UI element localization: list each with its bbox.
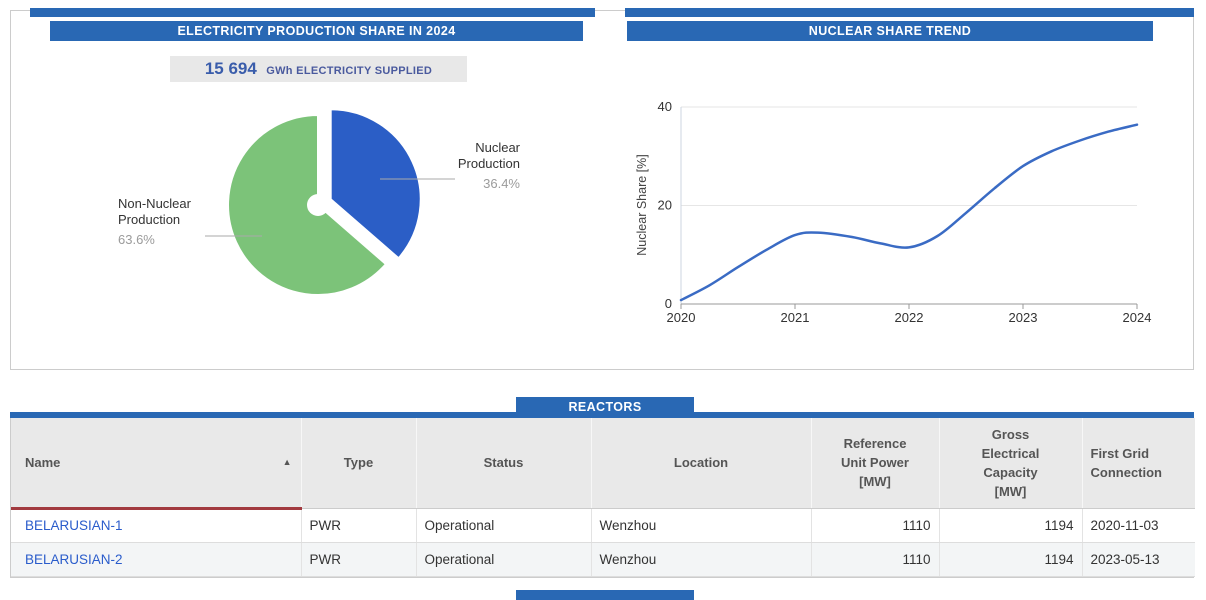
- pie-label-line: Nuclear: [475, 140, 520, 155]
- reactor-row: BELARUSIAN-1 PWR Operational Wenzhou 111…: [11, 508, 1195, 543]
- y-axis-title: Nuclear Share [%]: [635, 154, 649, 255]
- cell-location: Wenzhou: [591, 542, 812, 577]
- cell-location: Wenzhou: [591, 508, 812, 543]
- nuclear-share-trend-chart: 2020 2021 2022 2023 2024 0 20 40 Nuclear Share […: [635, 99, 1152, 325]
- cell-name: BELARUSIAN-2: [11, 542, 302, 577]
- column-header-type[interactable]: Type: [301, 418, 417, 509]
- column-header-gross-electrical-capacity[interactable]: Gross Electrical Capacity [MW]: [939, 418, 1083, 509]
- cell-gross-electrical-capacity: 1194: [939, 542, 1083, 577]
- reactors-table: Name ▲ Type Status Location Reference Un…: [10, 418, 1195, 578]
- sort-ascending-icon[interactable]: ▲: [282, 457, 292, 468]
- x-axis-tick-label: 2022: [895, 310, 924, 325]
- y-axis-tick-label: 40: [658, 99, 672, 114]
- cell-first-grid-connection: 2020-11-03: [1082, 508, 1195, 543]
- column-header-label: Gross Electrical Capacity [MW]: [981, 426, 1040, 499]
- column-header-status[interactable]: Status: [416, 418, 592, 509]
- y-axis-tick-label: 20: [658, 198, 672, 213]
- x-axis-tick-label: 2024: [1123, 310, 1152, 325]
- pie-label-percent: 63.6%: [118, 232, 155, 247]
- pie-label-nuclear: Nuclear Production 36.4%: [428, 140, 520, 192]
- cell-gross-electrical-capacity: 1194: [939, 508, 1083, 543]
- pie-slice-nuclear-production[interactable]: [329, 108, 422, 260]
- column-header-label: Location: [673, 455, 729, 471]
- production-share-title: ELECTRICITY PRODUCTION SHARE IN 2024: [50, 21, 583, 41]
- cell-name: BELARUSIAN-1: [11, 508, 302, 543]
- reactor-link[interactable]: BELARUSIAN-2: [25, 551, 123, 567]
- cell-first-grid-connection: 2023-05-13: [1082, 542, 1195, 577]
- electricity-supplied-value: 15 694: [204, 59, 257, 78]
- column-header-first-grid-connection[interactable]: First Grid Connection: [1082, 418, 1195, 509]
- reactor-link[interactable]: BELARUSIAN-1: [25, 518, 123, 533]
- pie-slice-non-nuclear-production[interactable]: [227, 113, 388, 296]
- y-axis-tick-label: 0: [665, 296, 672, 311]
- pie-label-line: Production: [118, 212, 181, 227]
- electricity-supplied-unit: GWh ELECTRICITY SUPPLIED: [266, 65, 433, 77]
- column-header-label: Type: [343, 455, 374, 471]
- cell-type: PWR: [301, 508, 417, 543]
- x-axis-tick-label: 2020: [667, 310, 696, 325]
- column-header-label: First Grid Connection: [1090, 445, 1163, 480]
- x-axis-tick-label: 2021: [781, 310, 810, 325]
- pie-label-non-nuclear: Non-Nuclear Production 63.6%: [118, 196, 228, 248]
- column-header-label: Reference Unit Power [MW]: [841, 436, 909, 490]
- production-share-pie-chart: [205, 108, 455, 296]
- column-header-label: Name: [25, 454, 61, 470]
- cell-status: Operational: [416, 508, 592, 543]
- x-axis-tick-label: 2023: [1009, 310, 1038, 325]
- nuclear-share-trend-title: NUCLEAR SHARE TREND: [627, 21, 1153, 41]
- column-header-location[interactable]: Location: [591, 418, 812, 509]
- column-header-reference-unit-power[interactable]: Reference Unit Power [MW]: [811, 418, 940, 509]
- trend-panel-top-bar: [625, 8, 1194, 17]
- electricity-supplied-badge: 15 694 GWh ELECTRICITY SUPPLIED: [170, 56, 467, 82]
- pie-label-line: Production: [457, 156, 520, 171]
- production-panel-top-bar: [30, 8, 595, 17]
- column-header-name[interactable]: Name ▲: [11, 418, 302, 510]
- cell-reference-unit-power: 1110: [811, 542, 940, 577]
- nuclear-share-trend-line: [679, 123, 1139, 302]
- next-section-header-stub: [516, 590, 694, 600]
- pie-label-percent: 36.4%: [483, 176, 520, 191]
- table-header-row: Name ▲ Type Status Location Reference Un…: [11, 418, 1195, 510]
- cell-status: Operational: [416, 542, 592, 577]
- cell-type: PWR: [301, 542, 417, 577]
- reactors-section-title: REACTORS: [516, 397, 694, 418]
- pie-label-line: Non-Nuclear: [118, 196, 191, 211]
- cell-reference-unit-power: 1110: [811, 508, 940, 543]
- reactor-row: BELARUSIAN-2 PWR Operational Wenzhou 111…: [11, 542, 1195, 577]
- column-header-label: Status: [483, 455, 524, 471]
